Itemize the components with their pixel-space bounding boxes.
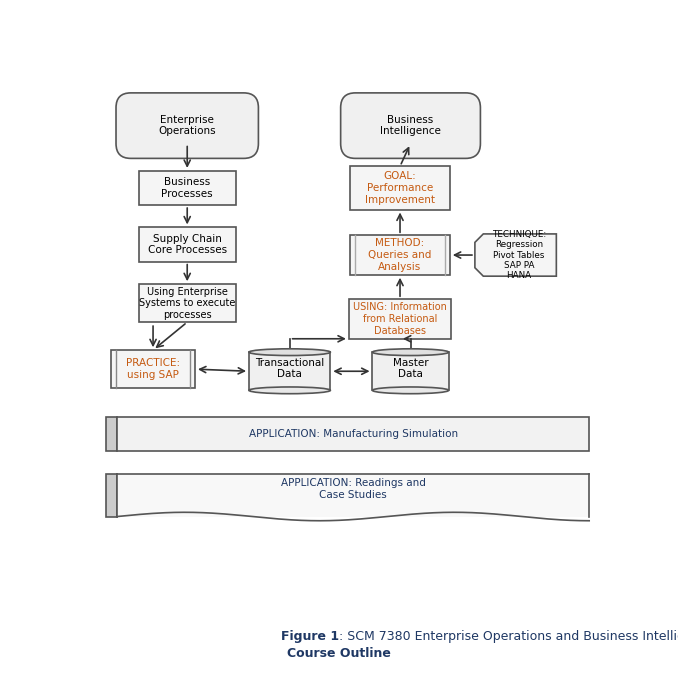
Text: GOAL:
Performance
Improvement: GOAL: Performance Improvement — [365, 172, 435, 204]
Bar — [106, 417, 117, 451]
Bar — [117, 417, 589, 451]
Text: Business
Intelligence: Business Intelligence — [380, 115, 441, 137]
Text: Transactional
Data: Transactional Data — [255, 358, 324, 379]
Polygon shape — [475, 234, 557, 276]
Text: APPLICATION: Manufacturing Simulation: APPLICATION: Manufacturing Simulation — [249, 429, 458, 439]
FancyBboxPatch shape — [340, 93, 481, 158]
Text: APPLICATION: Readings and
Case Studies: APPLICATION: Readings and Case Studies — [281, 478, 426, 500]
Text: Course Outline: Course Outline — [287, 647, 391, 659]
Text: METHOD:
Queries and
Analysis: METHOD: Queries and Analysis — [368, 239, 432, 272]
Bar — [106, 474, 117, 517]
Text: Master
Data: Master Data — [393, 358, 428, 379]
Bar — [249, 352, 330, 390]
Bar — [138, 284, 236, 322]
Bar — [372, 352, 449, 390]
Bar — [138, 227, 236, 261]
Text: : SCM 7380 Enterprise Operations and Business Intelligence: : SCM 7380 Enterprise Operations and Bus… — [339, 630, 678, 643]
Bar — [117, 474, 589, 517]
Bar — [348, 299, 452, 339]
Bar — [111, 350, 195, 388]
Ellipse shape — [249, 387, 330, 394]
Text: Business
Processes: Business Processes — [161, 177, 213, 199]
Ellipse shape — [372, 387, 449, 394]
Ellipse shape — [372, 348, 449, 355]
Text: Supply Chain
Core Processes: Supply Chain Core Processes — [148, 234, 226, 255]
Text: Figure 1: Figure 1 — [281, 630, 339, 643]
Ellipse shape — [249, 348, 330, 355]
FancyBboxPatch shape — [116, 93, 258, 158]
Text: USING: Information
from Relational
Databases: USING: Information from Relational Datab… — [353, 303, 447, 335]
Bar — [138, 171, 236, 205]
Text: TECHNIQUE:
Regression
Pivot Tables
SAP PA
HANA: TECHNIQUE: Regression Pivot Tables SAP P… — [492, 230, 546, 281]
Text: Using Enterprise
Systems to execute
processes: Using Enterprise Systems to execute proc… — [139, 287, 235, 320]
Bar — [350, 235, 450, 275]
Bar — [350, 166, 450, 210]
Text: Enterprise
Operations: Enterprise Operations — [159, 115, 216, 137]
Text: PRACTICE:
using SAP: PRACTICE: using SAP — [126, 358, 180, 380]
